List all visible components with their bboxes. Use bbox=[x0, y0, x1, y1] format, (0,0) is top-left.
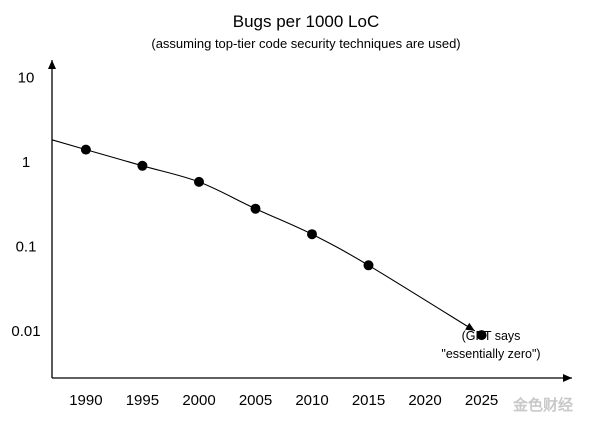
data-point bbox=[307, 229, 317, 240]
annotation-line-2: "essentially zero") bbox=[441, 347, 540, 361]
y-tick-label: 10 bbox=[18, 69, 35, 86]
trend-curve bbox=[51, 139, 476, 332]
x-tick-label: 2015 bbox=[352, 392, 385, 409]
x-tick-label: 2005 bbox=[239, 392, 272, 409]
x-tick-label: 2020 bbox=[408, 392, 441, 409]
data-point bbox=[476, 330, 487, 341]
data-point bbox=[80, 144, 91, 155]
x-tick-label: 1995 bbox=[126, 392, 159, 409]
y-tick-label: 1 bbox=[22, 154, 30, 171]
x-tick-label: 1990 bbox=[69, 392, 102, 409]
x-tick-label: 2000 bbox=[182, 392, 215, 409]
chart-subtitle: (assuming top-tier code security techniq… bbox=[151, 36, 460, 51]
data-point bbox=[137, 160, 148, 171]
annotation-line-1: (GPT says bbox=[462, 329, 521, 343]
chart-title: Bugs per 1000 LoC bbox=[233, 12, 380, 31]
y-tick-label: 0.1 bbox=[16, 239, 37, 256]
watermark: 金色财经 bbox=[512, 396, 573, 414]
data-point bbox=[194, 176, 204, 187]
x-tick-label: 2010 bbox=[295, 392, 328, 409]
data-point bbox=[363, 260, 374, 271]
data-point bbox=[250, 203, 261, 214]
x-tick-label: 2025 bbox=[465, 392, 498, 409]
y-tick-label: 0.01 bbox=[11, 323, 40, 340]
